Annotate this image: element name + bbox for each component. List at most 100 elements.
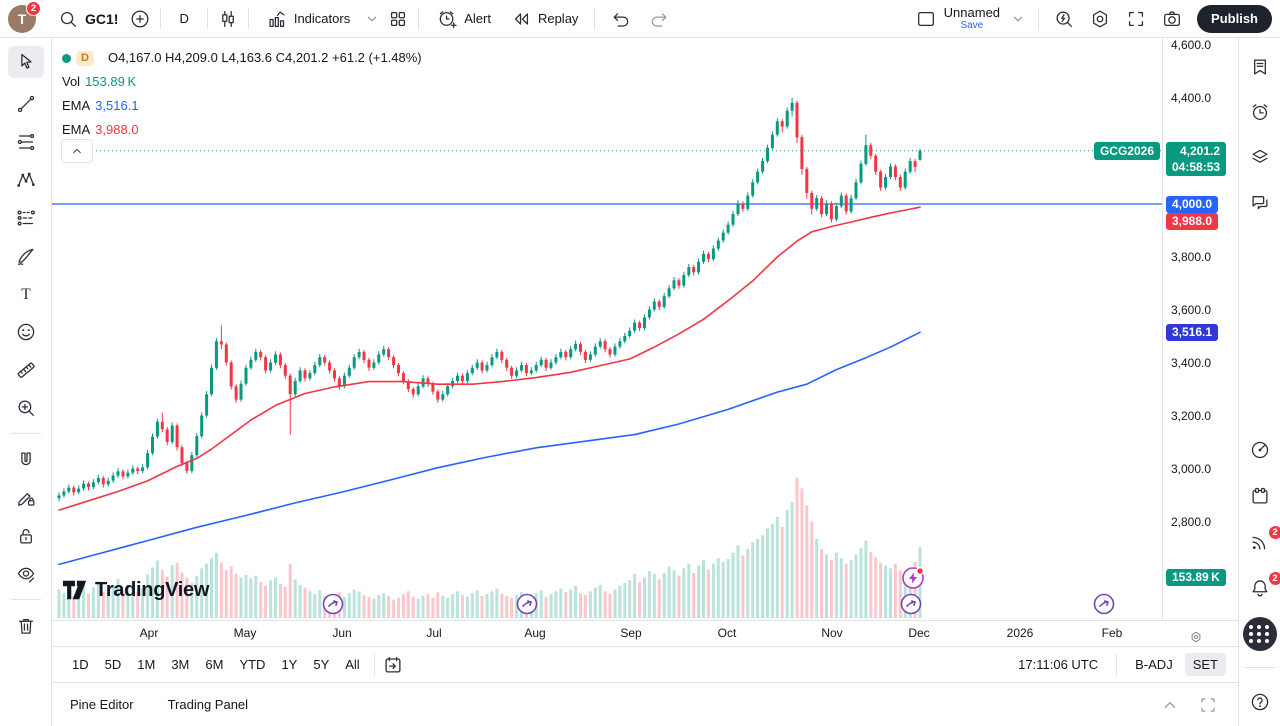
range-button-5d[interactable]: 5D	[97, 653, 130, 676]
apps-menu-button[interactable]	[1242, 616, 1278, 651]
layout-name: Unnamed	[943, 4, 1001, 20]
price-axis-tick: 4,600.0	[1171, 38, 1212, 52]
price-chart-canvas[interactable]	[52, 38, 1162, 620]
chart-legend: D O4,167.0 H4,209.0 L4,163.6 C4,201.2 +6…	[62, 46, 422, 142]
time-axis-label: Nov	[821, 626, 843, 640]
publish-button[interactable]: Publish	[1197, 4, 1272, 33]
bottom-toolbar: 1D 5D 1M 3M 6M YTD 1Y 5Y All 17:11:06 UTC B-ADJ …	[52, 646, 1238, 682]
time-axis-label: Jul	[426, 626, 442, 640]
text-tool[interactable]: T	[8, 281, 44, 306]
ema-red-price-badge: 3,988.0	[1166, 213, 1219, 230]
adjustment-toggle[interactable]: B-ADJ	[1135, 657, 1173, 672]
measure-tool[interactable]	[8, 357, 44, 382]
range-button-3m[interactable]: 3M	[163, 653, 197, 676]
divider	[418, 7, 420, 30]
layout-chevron-icon[interactable]	[1006, 7, 1030, 31]
interval-button[interactable]: D	[169, 7, 198, 30]
forecast-tool[interactable]	[8, 205, 44, 230]
indicators-templates-chevron-icon[interactable]	[360, 7, 384, 31]
brush-tool[interactable]	[8, 243, 44, 268]
save-layout-link[interactable]: Save	[960, 19, 984, 31]
apps-grid-icon	[1242, 616, 1277, 651]
object-tree-panel-button[interactable]	[1242, 144, 1278, 169]
snapshot-camera-icon[interactable]	[1160, 7, 1184, 31]
range-button-1y[interactable]: 1Y	[273, 653, 305, 676]
contract-rollover-marker	[1093, 593, 1115, 615]
zoom-in-tool[interactable]	[8, 395, 44, 420]
chevron-up-icon	[69, 143, 85, 159]
tab-pine-editor[interactable]: Pine Editor	[70, 697, 134, 712]
range-button-ytd[interactable]: YTD	[231, 653, 273, 676]
notification-badge: 2	[1267, 525, 1280, 540]
settings-gear-icon[interactable]	[1088, 7, 1112, 31]
range-button-6m[interactable]: 6M	[197, 653, 231, 676]
alert-plus-icon	[435, 7, 459, 31]
time-axis[interactable]: Apr May Jun Jul Aug Sep Oct Nov Dec 2026 Feb	[52, 620, 1238, 646]
maximize-panel-icon[interactable]	[1196, 693, 1220, 717]
time-axis-label: 2026	[1006, 626, 1034, 640]
user-avatar[interactable]: T 2	[8, 0, 41, 33]
alert-button[interactable]: Alert	[427, 3, 499, 35]
time-axis-label: Oct	[717, 626, 737, 640]
range-button-1m[interactable]: 1M	[129, 653, 163, 676]
volume-value: 153.89 K	[85, 74, 137, 89]
layout-name-button[interactable]: Unnamed Save	[940, 4, 1004, 34]
help-button[interactable]	[1242, 689, 1278, 714]
layout-select-icon[interactable]	[914, 7, 938, 31]
tab-trading-panel[interactable]: Trading Panel	[167, 697, 249, 712]
trend-line-tool[interactable]	[8, 91, 44, 116]
quick-search-icon[interactable]	[1052, 7, 1076, 31]
fullscreen-icon[interactable]	[1124, 7, 1148, 31]
remove-objects-button[interactable]	[8, 613, 44, 638]
streams-panel-button[interactable]: 2	[1242, 525, 1280, 554]
emoji-icon	[14, 320, 38, 344]
ema-blue-label[interactable]: EMA	[62, 98, 91, 113]
emoji-tool[interactable]	[8, 319, 44, 344]
pattern-tool[interactable]	[8, 167, 44, 192]
timezone-clock[interactable]: 17:11:06 UTC	[1018, 657, 1099, 672]
settlement-toggle[interactable]: SET	[1184, 653, 1226, 676]
range-button-1d[interactable]: 1D	[64, 653, 97, 676]
hide-all-drawings-button[interactable]	[8, 561, 44, 586]
time-axis-label: May	[233, 626, 257, 640]
indicators-button[interactable]: Indicators	[257, 3, 358, 35]
time-axis-settings-icon[interactable]	[1184, 625, 1208, 649]
magnet-mode-button[interactable]	[8, 447, 44, 472]
interval-badge[interactable]: D	[76, 50, 94, 66]
screener-panel-button[interactable]	[1242, 437, 1278, 462]
replay-button[interactable]: Replay	[501, 3, 586, 35]
go-to-date-icon[interactable]	[381, 653, 405, 677]
chat-panel-button[interactable]	[1242, 189, 1278, 214]
indicator-templates-icon[interactable]	[386, 7, 410, 31]
range-button-5y[interactable]: 5Y	[305, 653, 337, 676]
search-icon	[56, 7, 80, 31]
bell-icon	[1248, 576, 1272, 600]
cursor-tool[interactable]	[7, 46, 44, 78]
chart-style-icon[interactable]	[216, 7, 240, 31]
calendar-panel-button[interactable]	[1242, 483, 1278, 508]
lock-all-drawings-button[interactable]	[8, 523, 44, 548]
collapse-legend-button[interactable]	[61, 139, 93, 163]
fib-retracement-tool[interactable]	[8, 129, 44, 154]
price-axis-tick: 2,800.0	[1171, 515, 1212, 529]
cursor-icon	[14, 50, 38, 74]
magnet-icon	[14, 448, 38, 472]
notifications-panel-button[interactable]: 2	[1242, 571, 1280, 600]
undo-icon[interactable]	[609, 7, 633, 31]
open-panel-chevron-icon[interactable]	[1158, 693, 1182, 717]
ema-red-label[interactable]: EMA	[62, 122, 91, 137]
volume-label[interactable]: Vol	[62, 74, 81, 89]
watchlist-panel-button[interactable]	[1242, 54, 1278, 79]
alerts-panel-button[interactable]	[1242, 99, 1278, 124]
range-button-all[interactable]: All	[337, 653, 367, 676]
stay-in-drawing-mode-button[interactable]	[8, 485, 44, 510]
symbol-search-button[interactable]: GC1!	[48, 3, 126, 35]
divider	[247, 7, 249, 30]
redo-icon[interactable]	[647, 7, 671, 31]
toolbar-divider	[10, 433, 41, 434]
lock-icon	[14, 524, 38, 548]
ruler-icon	[14, 358, 38, 382]
price-axis[interactable]: 4,600.04,400.04,200.04,000.03,800.03,600…	[1162, 38, 1238, 620]
compare-add-symbol-icon[interactable]	[128, 7, 152, 31]
